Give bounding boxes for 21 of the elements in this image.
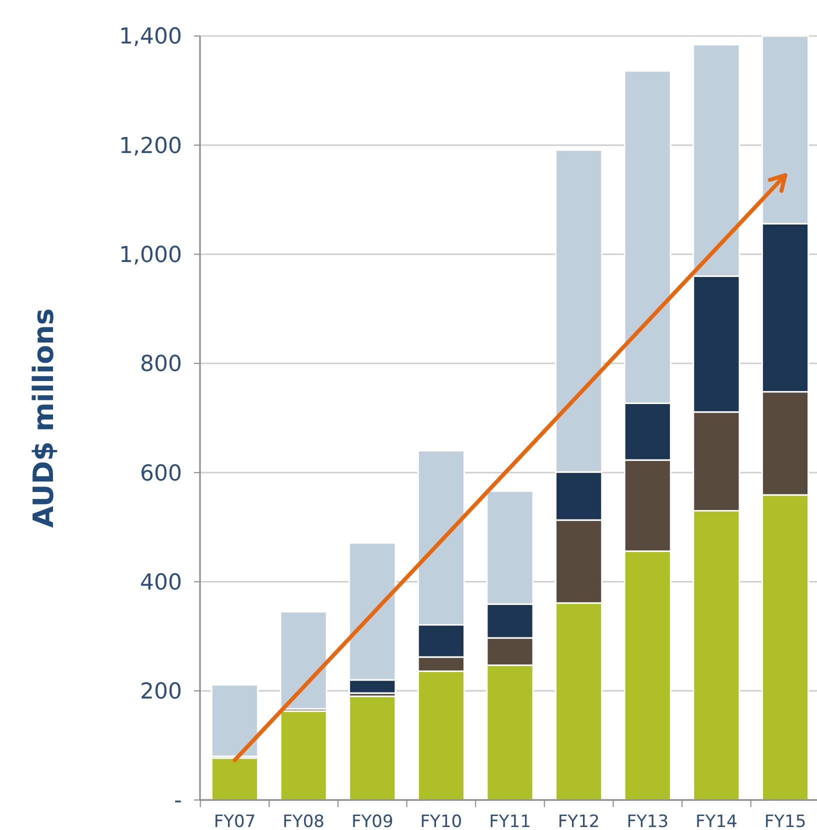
x-tick-label: FY13 bbox=[626, 812, 669, 830]
y-tick-label: 200 bbox=[140, 680, 182, 705]
x-tick-label: FY08 bbox=[282, 812, 324, 830]
y-tick-label: 1,400 bbox=[119, 24, 182, 50]
y-tick-label: 400 bbox=[140, 570, 182, 596]
x-tick-label: FY14 bbox=[696, 812, 738, 830]
y-axis-title: AUD$ millions bbox=[27, 308, 60, 528]
bar bbox=[280, 610, 328, 710]
x-tick-label: FY12 bbox=[558, 812, 600, 830]
y-tick-label: 800 bbox=[140, 352, 182, 378]
x-tick-label: FY07 bbox=[214, 812, 256, 830]
x-tick-label: FY09 bbox=[351, 812, 394, 830]
y-tick-label: - bbox=[174, 788, 182, 814]
y-tick-label: 1,200 bbox=[119, 134, 182, 159]
bar bbox=[280, 710, 328, 801]
y-tick-label: 1,000 bbox=[119, 242, 182, 268]
y-tick-label: 600 bbox=[140, 461, 182, 486]
x-tick-label: FY10 bbox=[420, 812, 462, 830]
x-tick-label: FY11 bbox=[489, 812, 531, 830]
x-tick-label: FY15 bbox=[764, 812, 806, 830]
bar bbox=[348, 696, 396, 801]
